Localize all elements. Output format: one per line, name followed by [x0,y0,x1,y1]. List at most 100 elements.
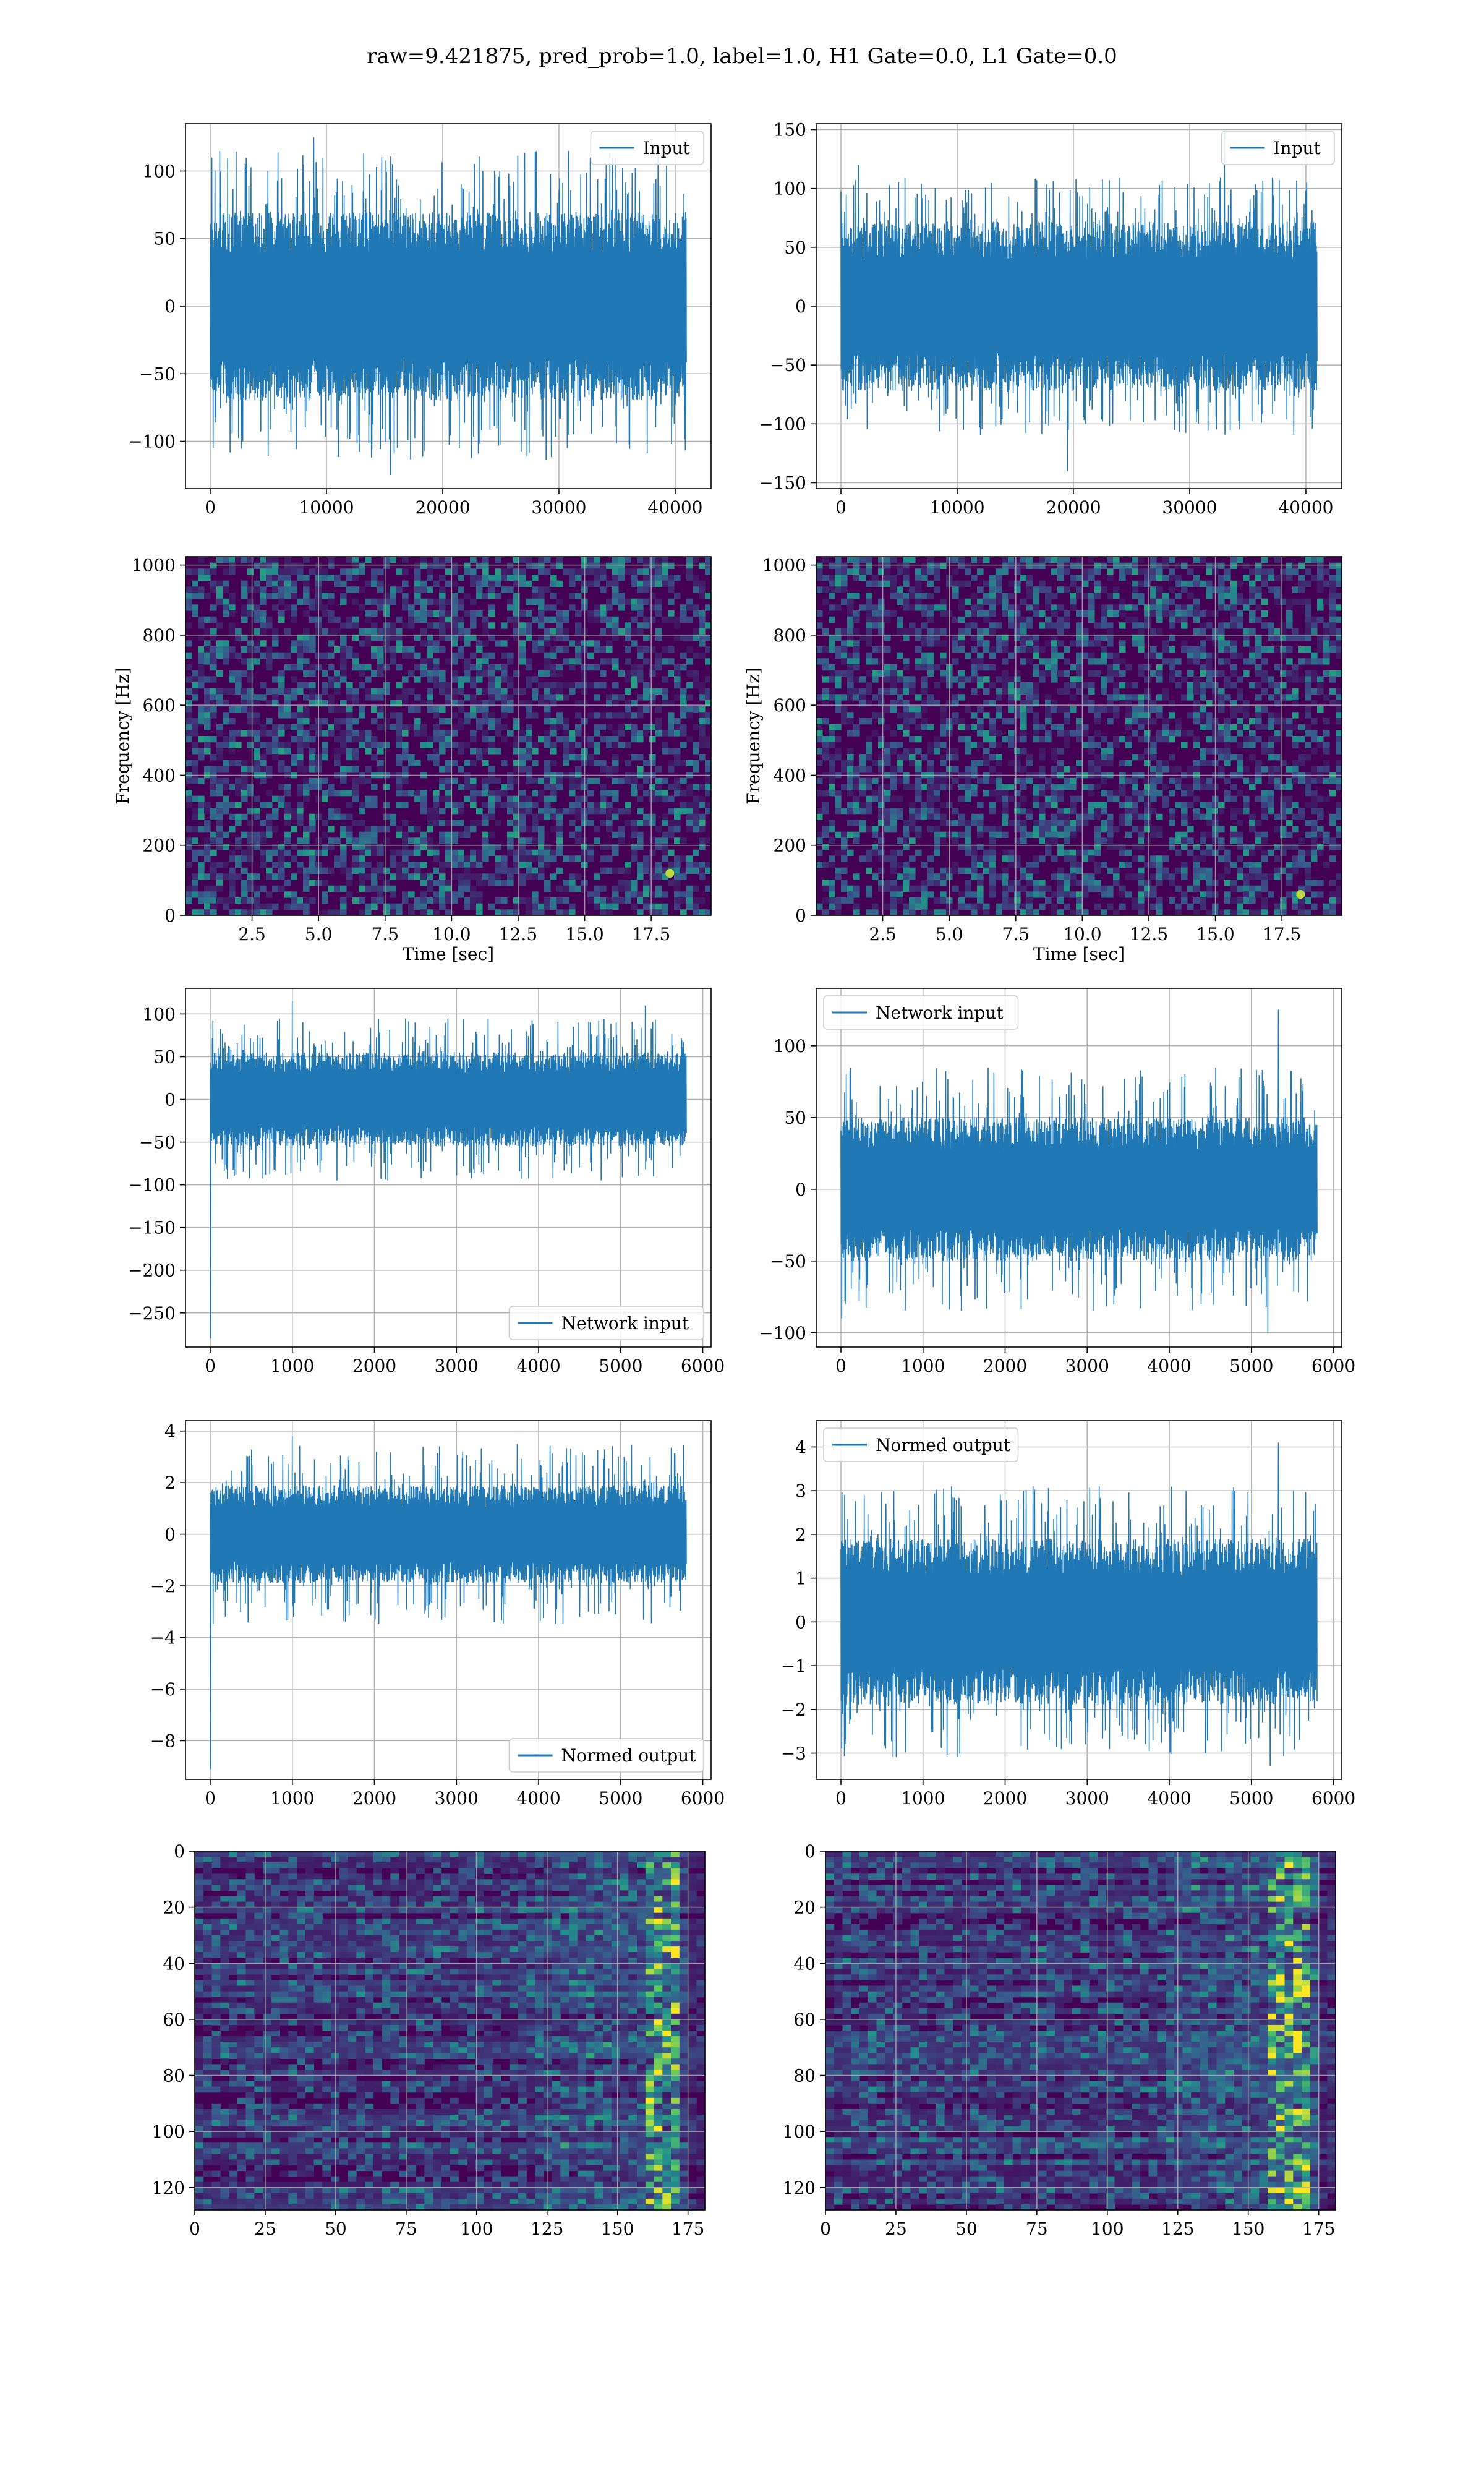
heatmap-cell [1057,604,1064,611]
heatmap-cell [699,837,706,844]
heatmap-cell [445,718,452,725]
heatmap-cell [1107,670,1114,677]
heatmap-cell [458,891,464,898]
heatmap-cell [927,604,934,611]
heatmap-cell [526,849,532,856]
heatmap-cell [439,586,446,593]
heatmap-cell [297,712,304,719]
heatmap-cell [340,831,347,838]
heatmap-cell [594,826,600,833]
heatmap-cell [822,748,829,755]
heatmap-cell [192,837,198,844]
heatmap-cell [983,610,990,617]
heatmap-cell [532,855,539,862]
heatmap-cell [346,867,353,874]
heatmap-cell [699,909,706,916]
heatmap-cell [322,795,328,802]
heatmap-cell [1125,712,1132,719]
heatmap-cell [365,909,372,916]
heatmap-cell [1144,795,1151,802]
heatmap-cell [686,634,693,641]
heatmap-cell [1193,736,1200,743]
heatmap-cell [445,855,452,862]
heatmap-cell [1119,802,1126,808]
heatmap-cell [1274,598,1281,605]
heatmap-cell [594,682,600,689]
heatmap-cell [1206,831,1213,838]
heatmap-cell [1088,790,1095,797]
heatmap-cell [383,628,390,635]
heatmap-cell [334,616,341,623]
heatmap-cell [488,795,495,802]
heatmap-cell [550,718,557,725]
heatmap-cell [328,682,335,689]
heatmap-cell [866,652,872,659]
heatmap-cell [625,867,631,874]
heatmap-cell [501,676,508,683]
heatmap-cell [897,593,903,599]
heatmap-cell [909,604,916,611]
heatmap-cell [575,795,582,802]
heatmap-cell [847,802,854,808]
heatmap-cell [427,634,433,641]
heatmap-cell [965,580,971,587]
heatmap-cell [1187,580,1194,587]
heatmap-cell [334,885,341,892]
heatmap-cell [544,897,551,904]
heatmap-cell [1286,802,1293,808]
heatmap-cell [1224,593,1231,599]
x-tick-label: 40000 [647,497,702,518]
heatmap-cell [625,885,631,892]
heatmap-cell [1045,712,1052,719]
heatmap-cell [699,622,706,629]
heatmap-cell [538,562,545,569]
heatmap-cell [958,795,965,802]
heatmap-cell [451,694,458,701]
heatmap-cell [1175,670,1182,677]
heatmap-cell [1014,568,1021,575]
heatmap-cell [513,802,520,808]
heatmap-cell [822,658,829,665]
heatmap-cell [458,724,464,730]
heatmap-cell [1020,646,1027,653]
heatmap-cell [544,742,551,748]
heatmap-cell [1311,802,1318,808]
heatmap-cell [451,634,458,641]
heatmap-cell [278,610,285,617]
heatmap-cell [971,760,978,766]
heatmap-cell [662,568,668,575]
heatmap-cell [989,646,996,653]
heatmap-cell [977,557,984,563]
heatmap-cell [1261,831,1268,838]
heatmap-cell [686,760,693,766]
heatmap-cell [544,586,551,593]
heatmap-cell [1169,557,1175,563]
heatmap-cell [1051,658,1058,665]
heatmap-cell [680,897,687,904]
heatmap-cell [371,873,378,880]
heatmap-cell [1033,586,1039,593]
heatmap-cell [643,658,650,665]
heatmap-cell [186,790,192,797]
heatmap-cell [482,802,489,808]
heatmap-cell [1008,580,1015,587]
heatmap-cell [470,610,477,617]
heatmap-cell [359,831,365,838]
heatmap-cell [631,604,638,611]
heatmap-cell [600,820,607,826]
heatmap-cell [544,694,551,701]
heatmap-cell [235,634,242,641]
heatmap-cell [575,628,582,635]
heatmap-cell [210,766,217,773]
heatmap-cell [859,676,866,683]
heatmap-cell [291,604,297,611]
heatmap-cell [241,706,248,713]
heatmap-cell [1249,568,1256,575]
heatmap-cell [971,724,978,730]
heatmap-cell [1268,575,1274,581]
heatmap-cell [674,748,681,755]
heatmap-cell [247,568,254,575]
heatmap-cell [235,777,242,784]
heatmap-cell [1064,557,1070,563]
heatmap-cell [204,718,211,725]
